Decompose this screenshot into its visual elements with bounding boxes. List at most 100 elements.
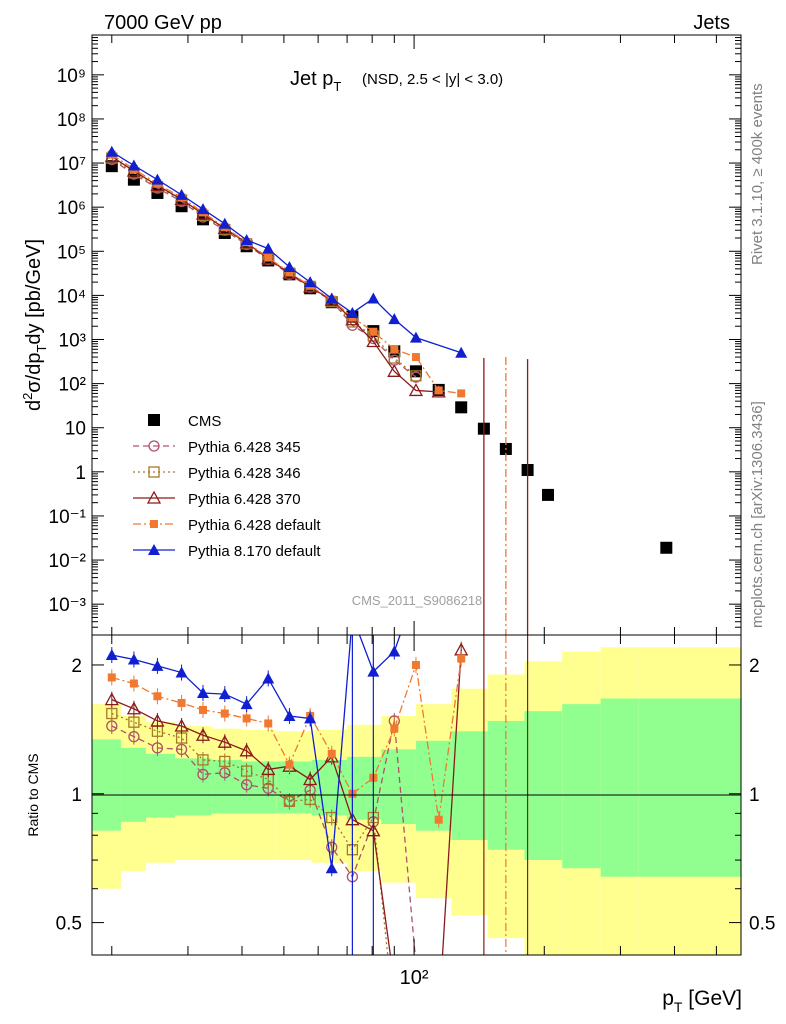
data-point	[151, 659, 164, 671]
data-point	[196, 686, 209, 698]
data-point	[457, 389, 466, 398]
legend-label: Pythia 6.428 370	[188, 491, 301, 508]
data-point	[325, 292, 338, 304]
data-point	[303, 772, 318, 786]
data-point	[326, 811, 338, 824]
data-point	[542, 488, 555, 501]
y-tick-label: 1	[75, 463, 86, 484]
data-point	[240, 234, 253, 246]
data-point	[148, 440, 160, 452]
data-point	[219, 755, 231, 768]
data-point	[346, 306, 359, 318]
data-point	[148, 466, 160, 478]
ratio-y-tick-label: 1	[71, 785, 82, 806]
data-point	[285, 760, 294, 769]
data-point	[151, 173, 164, 185]
data-point	[240, 779, 253, 791]
data-point	[177, 698, 186, 707]
main-y-label: d2σ/dpTdy [pb/GeV]	[20, 239, 49, 411]
data-point	[195, 727, 211, 741]
jets-label: Jets	[693, 12, 730, 34]
data-point	[148, 544, 160, 555]
inner-band	[600, 698, 639, 877]
ratio-y-tick-label: 2	[71, 656, 82, 677]
data-point	[242, 714, 251, 723]
data-point	[240, 765, 253, 777]
y-tick-label: 10⁷	[58, 154, 86, 175]
data-point	[126, 701, 142, 715]
data-point	[148, 414, 160, 426]
data-point	[304, 276, 317, 288]
mcplots-label: mcplots.cern.ch [arXiv:1306.3436]	[749, 401, 766, 628]
legend-label: Pythia 8.170 default	[188, 543, 321, 560]
ratio-panel: 0.5 0.5 1 1 2 2 10² Ratio to CMS pT [GeV]	[25, 634, 775, 1015]
ratio-y-label: Ratio to CMS	[25, 753, 41, 836]
main-title-note: (NSD, 2.5 < |y| < 3.0)	[362, 71, 503, 88]
data-point	[387, 363, 402, 377]
data-point	[264, 719, 273, 728]
data-point	[197, 768, 209, 781]
ratio-line	[111, 712, 389, 955]
data-point	[175, 188, 188, 200]
main-title-group: Jet pT (NSD, 2.5 < |y| < 3.0)	[290, 68, 503, 94]
inner-band	[174, 758, 212, 816]
data-point	[262, 672, 275, 684]
data-point	[327, 749, 336, 758]
data-point	[174, 718, 189, 732]
inner-band	[674, 698, 741, 877]
inner-band	[562, 704, 601, 869]
main-series-group	[104, 145, 673, 635]
data-point	[106, 707, 118, 720]
inner-band	[381, 749, 416, 824]
series-line	[111, 156, 439, 393]
y-tick-label: 10⁹	[57, 66, 86, 87]
y-tick-label: 10³	[59, 331, 86, 352]
data-point	[325, 862, 338, 874]
data-point	[457, 654, 466, 663]
legend: CMS Pythia 6.428 345 Pythia 6.428 346 Pythi…	[133, 413, 321, 560]
x-tick-label: 10²	[400, 967, 429, 989]
y-tick-label: 10⁻²	[49, 551, 87, 572]
rivet-version-label: Rivet 3.1.10, ≥ 400k events	[749, 83, 766, 265]
data-point	[128, 730, 140, 743]
data-point	[129, 679, 138, 688]
inner-band	[524, 711, 563, 861]
series-line	[111, 151, 462, 354]
main-title: Jet pT	[290, 68, 341, 94]
data-point	[261, 762, 276, 776]
energy-label: 7000 GeV pp	[104, 12, 222, 34]
ratio-y-tick-label-right: 1	[749, 785, 760, 806]
data-point	[146, 490, 162, 504]
watermark-label: CMS_2011_S9086218	[352, 593, 483, 608]
data-point	[150, 520, 158, 528]
uncertainty-bands	[92, 647, 741, 955]
y-tick-label: 10²	[59, 375, 86, 396]
y-tick-label: 10⁻³	[49, 595, 87, 616]
data-point	[434, 815, 443, 824]
y-tick-label: 10⁸	[57, 110, 86, 131]
data-point	[240, 698, 253, 710]
y-tick-label: 10⁶	[57, 198, 86, 219]
data-point	[218, 688, 231, 700]
data-point	[128, 716, 140, 728]
data-point	[127, 653, 140, 665]
data-point	[367, 292, 380, 304]
data-point	[455, 401, 468, 414]
data-point	[390, 724, 399, 733]
data-point	[218, 217, 231, 229]
data-point	[217, 734, 232, 748]
inner-band	[451, 731, 488, 840]
data-point	[411, 353, 420, 362]
ratio-y-tick-label: 0.5	[56, 914, 82, 935]
inner-band	[120, 747, 147, 822]
data-point	[283, 261, 296, 273]
data-point	[409, 331, 422, 343]
data-point	[434, 386, 443, 395]
y-tick-label: 10⁻¹	[49, 507, 87, 528]
main-panel: 10⁻³10⁻²10⁻¹11010²10³10⁴10⁵10⁶10⁷10⁸10⁹ …	[20, 34, 742, 636]
legend-label: Pythia 6.428 default	[188, 517, 321, 534]
y-tick-label: 10	[65, 419, 86, 440]
data-point	[107, 673, 116, 682]
legend-label: CMS	[188, 413, 221, 430]
